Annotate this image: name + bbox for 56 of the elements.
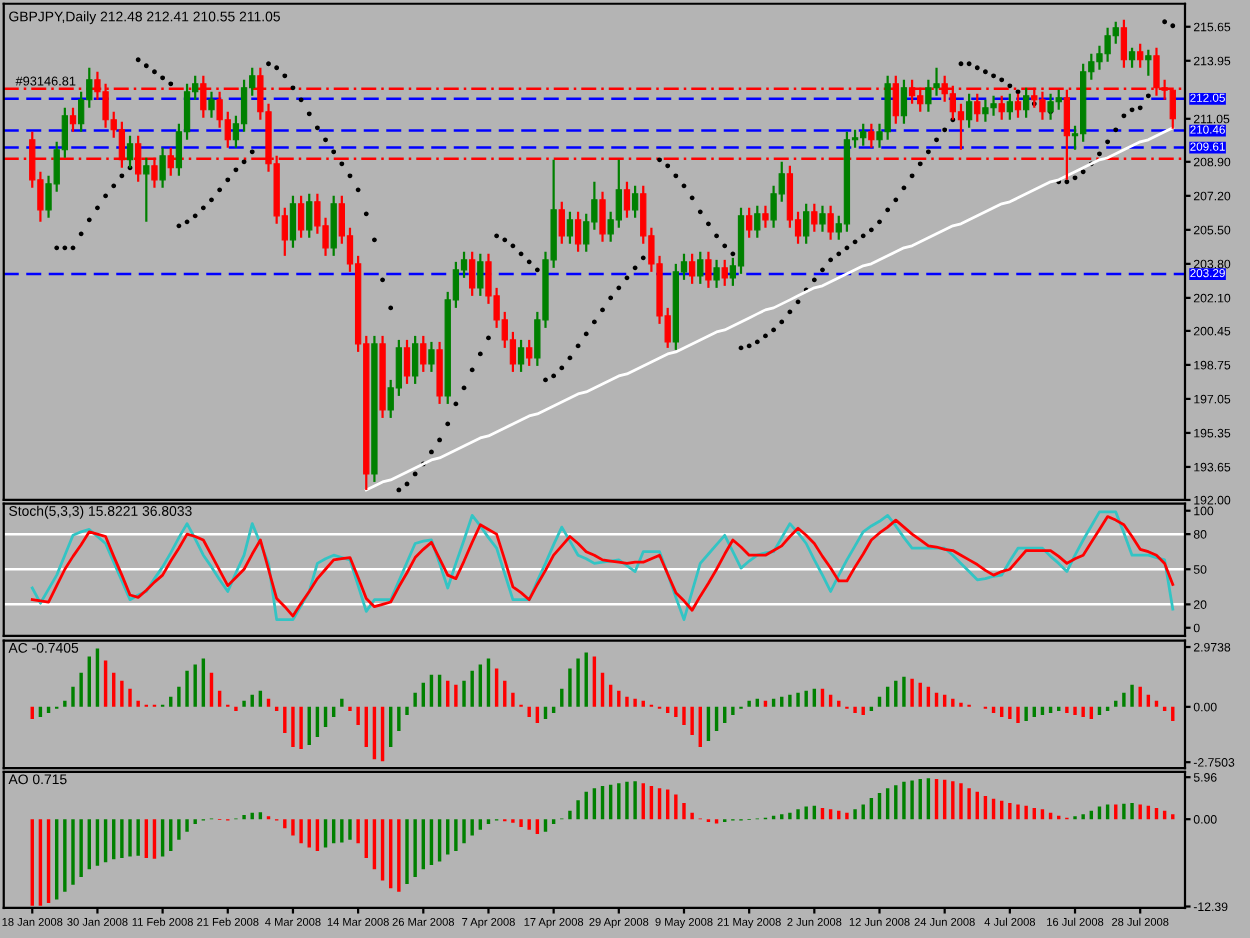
candlestick [933,66,940,97]
candlestick [1137,42,1144,69]
candlestick [1022,86,1030,119]
candlestick [599,190,606,243]
candlestick [526,338,533,368]
candlestick [1145,48,1152,77]
candlestick [330,194,337,257]
candlestick [558,200,565,245]
candlestick [1104,26,1111,63]
candlestick [762,204,769,229]
candlestick [631,184,639,219]
candlestick [860,122,867,147]
candlestick [159,146,166,189]
candlestick [754,204,761,239]
candlestick [900,78,908,125]
candlestick [420,334,427,374]
candlestick [1128,46,1136,69]
candlestick [965,92,973,129]
candlestick [827,204,834,241]
candlestick [143,156,150,223]
candlestick [982,98,989,123]
candlestick [786,164,794,229]
candlestick [411,334,419,386]
candlestick [688,252,696,285]
candlestick [745,206,753,239]
candlestick [69,106,77,133]
candlestick [697,250,704,285]
candlestick [289,194,297,249]
candlestick [713,258,720,289]
candlestick [517,338,525,374]
candlestick [705,250,712,289]
candlestick [615,158,622,229]
candlestick [998,94,1005,121]
candlestick [1014,92,1022,119]
candlestick [811,202,818,233]
candlestick [403,338,411,386]
candlestick [240,78,248,133]
candlestick [974,92,981,123]
candlestick [436,340,443,406]
line-series [364,126,1175,492]
candlestick [306,192,313,239]
candlestick [623,180,631,219]
candlestick [574,210,582,253]
candlestick [566,210,574,245]
candlestick [1120,18,1128,69]
candlestick [721,258,728,287]
candlestick [208,90,215,119]
candlestick [469,250,476,297]
candlestick [428,340,435,374]
candlestick [819,204,826,233]
candlestick [803,202,810,245]
candlestick [990,94,997,117]
candlestick [868,122,875,149]
candlestick [297,194,305,239]
candlestick [1006,92,1014,121]
candlestick [477,252,484,297]
